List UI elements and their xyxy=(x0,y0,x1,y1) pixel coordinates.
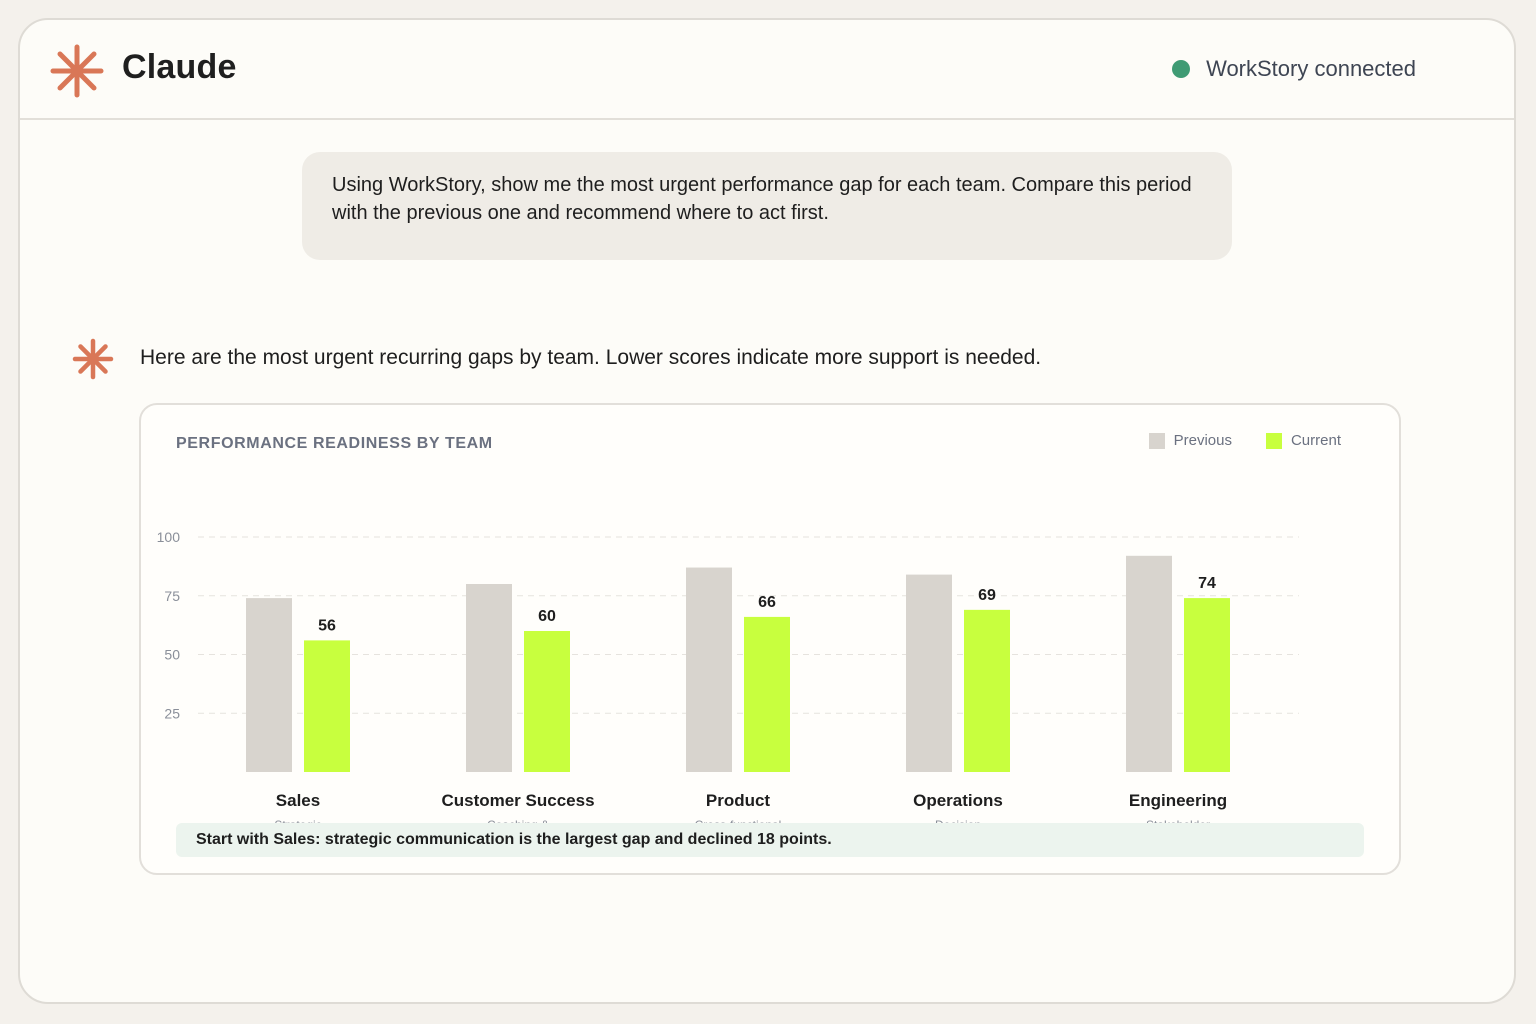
y-tick-label: 100 xyxy=(157,529,181,545)
category-label: Customer Success xyxy=(441,791,594,810)
app-title: Claude xyxy=(122,48,237,86)
chart-title: PERFORMANCE READINESS BY TEAM xyxy=(176,435,493,452)
user-message: Using WorkStory, show me the most urgent… xyxy=(302,152,1232,260)
status-dot-icon xyxy=(1172,60,1191,78)
y-tick-label: 75 xyxy=(164,588,180,604)
bar-chart: 25507510056SalesStrategic60Customer Succ… xyxy=(157,529,1299,832)
legend-label-current: Current xyxy=(1290,432,1341,449)
app-window: Claude WorkStory connected Using WorkSto… xyxy=(18,18,1516,1004)
bar-previous xyxy=(686,567,732,772)
bar-previous xyxy=(1126,555,1172,772)
bar-previous xyxy=(246,598,292,772)
y-tick-label: 25 xyxy=(164,705,180,721)
bar-previous xyxy=(906,574,952,772)
bar-previous xyxy=(466,584,512,772)
data-label-current: 60 xyxy=(538,608,556,625)
bar-current xyxy=(524,631,570,772)
category-label: Product xyxy=(706,791,771,810)
chart-card: PERFORMANCE READINESS BY TEAM Previous C… xyxy=(139,403,1401,875)
category-label: Engineering xyxy=(1129,791,1227,810)
bar-current xyxy=(1184,598,1230,772)
legend-label-previous: Previous xyxy=(1173,432,1232,449)
insight-banner: Start with Sales: strategic communicatio… xyxy=(176,823,1364,857)
data-label-current: 56 xyxy=(318,617,336,634)
claude-asterisk-icon xyxy=(50,44,104,98)
legend-item-current: Current xyxy=(1265,432,1341,449)
bar-current xyxy=(304,640,350,772)
legend-swatch-current xyxy=(1265,432,1282,449)
category-label: Sales xyxy=(276,791,320,810)
data-label-current: 66 xyxy=(758,594,776,611)
chart-legend: Previous Current xyxy=(1115,432,1341,449)
connection-status: WorkStory connected xyxy=(1172,56,1416,82)
status-text: WorkStory connected xyxy=(1206,56,1416,81)
assistant-message: Here are the most urgent recurring gaps … xyxy=(140,346,1042,369)
top-bar: Claude WorkStory connected xyxy=(20,20,1514,120)
bar-current xyxy=(964,609,1010,772)
assistant-asterisk-icon xyxy=(72,338,114,380)
y-tick-label: 50 xyxy=(164,647,180,663)
data-label-current: 69 xyxy=(978,587,996,604)
category-label: Operations xyxy=(913,791,1003,810)
data-label-current: 74 xyxy=(1198,575,1216,592)
bar-current xyxy=(744,616,790,772)
legend-swatch-previous xyxy=(1148,432,1165,449)
legend-item-previous: Previous xyxy=(1148,432,1232,449)
